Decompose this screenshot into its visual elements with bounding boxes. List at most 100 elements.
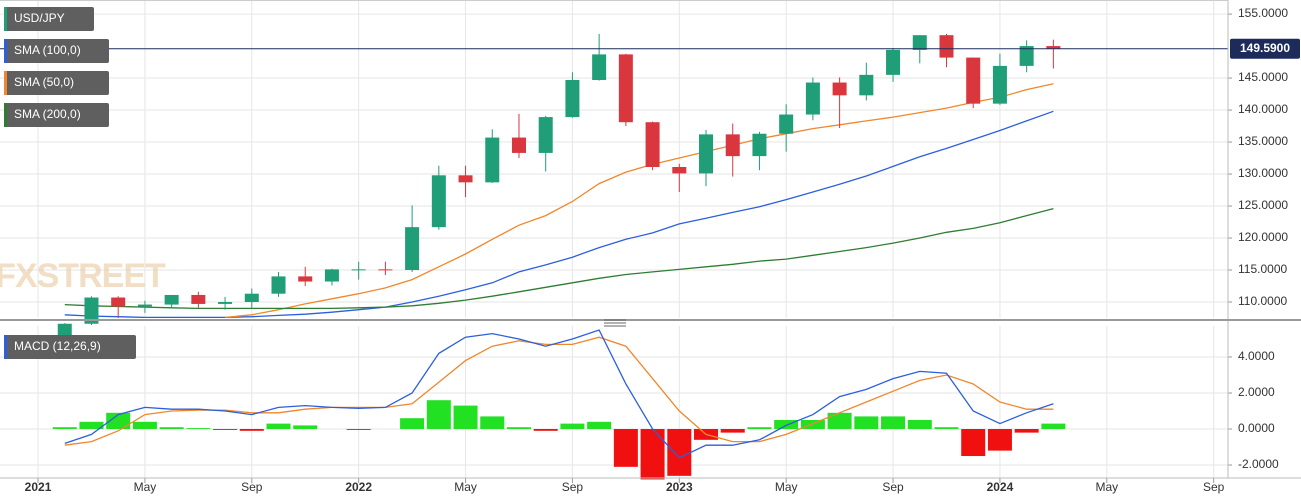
histogram-bar (854, 416, 879, 430)
histogram-bar (159, 427, 184, 430)
x-tick-label: May (775, 480, 798, 494)
legend-label: USD/JPY (14, 11, 65, 25)
histogram-bar (747, 427, 772, 430)
candle-body (886, 49, 901, 75)
legend-label: SMA (100,0) (14, 43, 81, 57)
candle-body (939, 35, 954, 58)
sma-line (225, 83, 1054, 318)
legend-box (4, 335, 136, 359)
legend-swatch (4, 335, 7, 359)
y-tick-label: 2.0000 (1238, 385, 1275, 399)
y-tick-label: 120.0000 (1238, 230, 1288, 244)
candle-body (859, 74, 874, 96)
legend-swatch (4, 7, 7, 31)
y-tick-label: 115.0000 (1238, 262, 1287, 276)
candle-body (592, 54, 607, 80)
last-price-label: 149.5900 (1240, 41, 1290, 55)
legend-swatch (4, 103, 7, 127)
watermark: FXSTREET (0, 257, 166, 295)
histogram-bar (346, 429, 371, 430)
legend-label: SMA (200,0) (14, 107, 81, 121)
y-tick-label: 125.0000 (1238, 198, 1288, 212)
candle-body (992, 65, 1007, 104)
candle-body (645, 122, 660, 167)
candle-body (405, 227, 420, 271)
signal-line (64, 336, 1054, 446)
histogram-bar (400, 418, 425, 430)
legend: USD/JPY SMA (100,0) SMA (50,0) SMA (200,0) M… (4, 7, 136, 359)
legend-swatch (4, 39, 7, 63)
x-tick-label: 2021 (25, 480, 52, 494)
y-tick-label: 155.0000 (1238, 6, 1288, 20)
last-price-box (1230, 38, 1300, 59)
histogram-bar (480, 416, 505, 430)
histogram-bar (453, 405, 478, 430)
histogram-bar (934, 427, 959, 430)
grid (0, 0, 1228, 478)
x-tick-label: 2022 (345, 480, 372, 494)
legend-label: MACD (12,26,9) (14, 339, 101, 353)
histogram-bar (613, 429, 638, 467)
histogram-bar (52, 427, 77, 430)
histogram-bar (1014, 429, 1039, 433)
histogram-bar (881, 416, 906, 430)
histogram-bar (506, 427, 531, 430)
histogram-bar (800, 420, 825, 430)
histogram-bar (293, 425, 318, 430)
histogram-bar (560, 423, 585, 430)
y-tick-label: 145.0000 (1238, 70, 1288, 84)
candle-body (912, 35, 927, 50)
y-tick-label: 110.0000 (1238, 294, 1287, 308)
histogram-bar (640, 429, 665, 480)
histogram-bar (587, 421, 612, 430)
histogram-bar (426, 400, 451, 430)
x-tick-label: Sep (241, 480, 263, 494)
candle-body (244, 293, 259, 303)
legend-label: SMA (50,0) (14, 75, 74, 89)
candle-body (271, 276, 286, 294)
candle-body (725, 134, 740, 157)
candle-body (1019, 46, 1034, 66)
legend-swatch (4, 71, 7, 95)
candle-body (485, 137, 500, 183)
candle-body (511, 137, 526, 153)
candle-body (111, 297, 126, 307)
x-tick-label: Sep (562, 480, 584, 494)
candle-body (57, 323, 72, 336)
y-tick-label: 135.0000 (1238, 134, 1288, 148)
resize-handle[interactable] (604, 319, 626, 327)
histogram-bar (987, 429, 1012, 451)
histogram-bar (213, 429, 238, 430)
candle-body (699, 134, 714, 174)
histogram-bar (1041, 423, 1066, 430)
candle-body (1046, 46, 1061, 49)
y-tick-label: 4.0000 (1238, 349, 1275, 363)
candle-body (298, 276, 313, 282)
candle-body (779, 114, 794, 134)
candle-body (84, 297, 99, 324)
y-tick-label: 140.0000 (1238, 102, 1288, 116)
histogram-bar (827, 412, 852, 430)
marks: 2021 May Sep 2022 May Sep 2023 May Sep 2024 May Sep… (0, 6, 1300, 494)
candle-body (378, 269, 393, 271)
histogram-bar (907, 420, 932, 430)
legend-box (4, 103, 109, 127)
histogram-bar (961, 429, 986, 457)
x-tick-label: 2024 (987, 480, 1014, 494)
x-tick-label: Sep (1203, 480, 1225, 494)
candle-body (351, 269, 366, 271)
histogram-bar (186, 428, 211, 430)
legend-box (4, 71, 109, 95)
candle-body (538, 117, 553, 153)
histogram-bar (106, 412, 131, 430)
x-tick-label: 2023 (666, 480, 693, 494)
histogram-bar (266, 423, 291, 430)
candle-body (191, 294, 206, 304)
x-tick-label: May (1095, 480, 1118, 494)
histogram-bar (79, 421, 104, 430)
x-tick-label: Sep (882, 480, 904, 494)
sma-line (64, 207, 1054, 310)
candle-body (618, 54, 633, 123)
